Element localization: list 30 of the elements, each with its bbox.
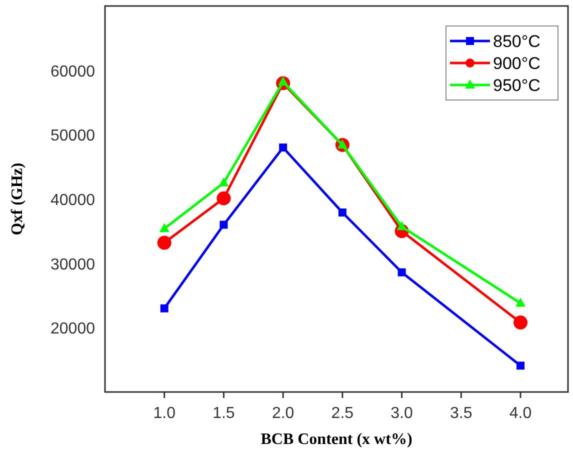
legend-label: 850°C (493, 32, 540, 51)
x-tick-label: 1.0 (153, 405, 176, 422)
y-axis-title: Qxf (GHz) (9, 162, 26, 236)
legend-label: 950°C (493, 76, 540, 95)
y-tick-label: 60000 (50, 63, 96, 80)
y-tick-label: 20000 (50, 320, 96, 338)
x-tick-label: 2.5 (331, 405, 354, 422)
point (516, 298, 526, 307)
y-tick-label: 40000 (50, 192, 96, 209)
x-tick-label: 2.0 (272, 405, 294, 422)
point (216, 191, 231, 206)
x-tick-label: 3.0 (390, 405, 414, 422)
x-axis-title: BCB Content (x wt%) (260, 431, 412, 448)
x-tick-label: 4.0 (509, 405, 532, 422)
legend-label: 900°C (493, 54, 540, 73)
x-tick-label: 1.5 (212, 405, 235, 422)
point (157, 236, 172, 250)
y-tick-label: 30000 (50, 256, 96, 274)
point (398, 268, 406, 276)
point (514, 316, 528, 330)
x-tick-label: 3.5 (450, 405, 472, 422)
point (159, 223, 170, 232)
point (338, 208, 346, 217)
point (396, 221, 407, 230)
point (279, 144, 288, 152)
point (218, 177, 229, 186)
point (516, 362, 525, 370)
point (220, 220, 228, 229)
point (160, 304, 168, 312)
y-tick-label: 50000 (50, 128, 96, 145)
